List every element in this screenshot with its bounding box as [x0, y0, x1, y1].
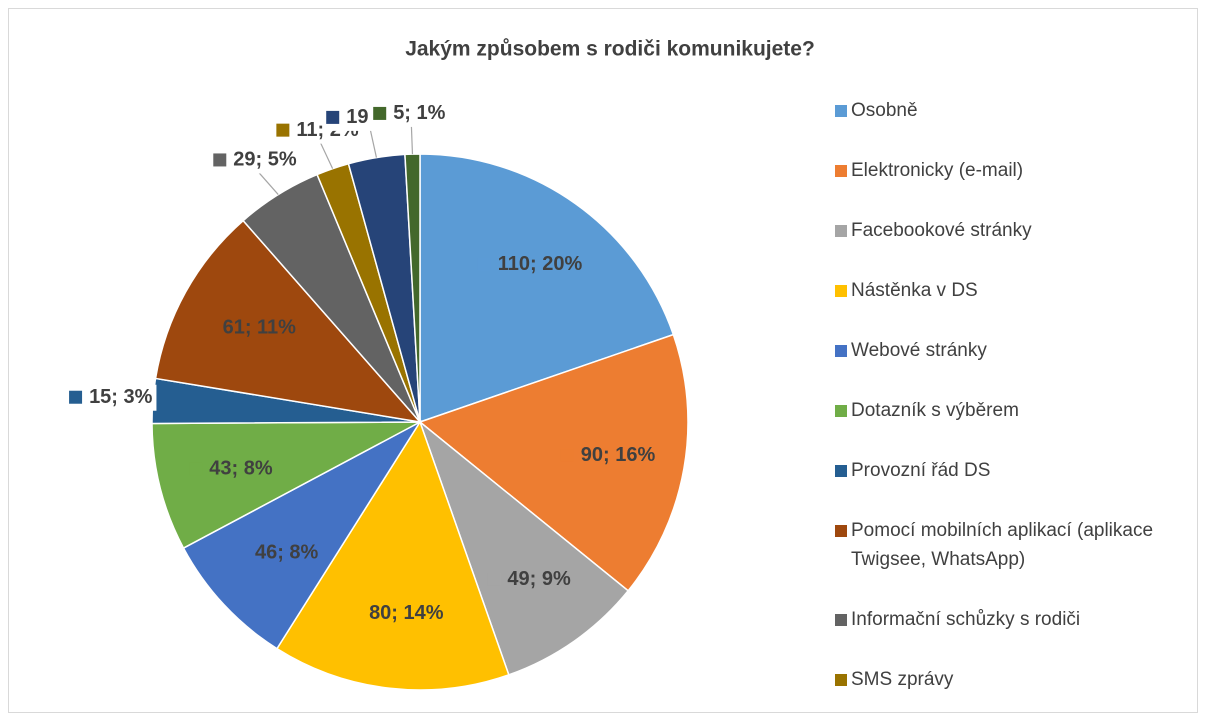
legend-label: Nástěnka v DS — [851, 280, 978, 301]
legend-swatch — [835, 345, 847, 357]
legend-swatch — [835, 465, 847, 477]
data-label: 5; 1% — [393, 102, 445, 124]
legend-label: Pomocí mobilních aplikací (aplikace Twig… — [851, 520, 1154, 570]
label-swatch — [202, 321, 216, 335]
data-label: 90; 16% — [581, 444, 656, 466]
pie-slice — [418, 333, 689, 592]
legend-label: Facebookové stránky — [851, 220, 1032, 241]
data-label: 61; 11% — [223, 317, 297, 339]
leader-line — [410, 123, 414, 155]
leader-line — [369, 127, 378, 158]
legend-swatch — [835, 405, 847, 417]
legend-label: Elektronicky (e-mail) — [851, 160, 1024, 181]
legend-item: Informační schůzky s rodiči — [835, 605, 1195, 634]
legend-swatch — [835, 225, 847, 237]
legend-item: Provozní řád DS — [835, 456, 1195, 485]
label-swatch — [69, 390, 83, 404]
leader-line — [256, 170, 279, 195]
label-swatch — [213, 153, 227, 167]
legend-swatch — [835, 674, 847, 686]
pie-slice — [419, 153, 675, 424]
label-swatch — [326, 110, 340, 124]
legend-item: SMS zprávy — [835, 665, 1195, 694]
data-label: 46; 8% — [255, 542, 319, 564]
legend-item: Dotazník s výběrem — [835, 396, 1195, 425]
label-swatch — [349, 606, 363, 620]
label-swatch — [487, 572, 501, 586]
pie-slice — [154, 219, 422, 424]
legend-label: Dotazník s výběrem — [851, 400, 1019, 421]
legend-label: Provozní řád DS — [851, 460, 991, 481]
legend-item: Elektronicky (e-mail) — [835, 156, 1195, 185]
chart-frame — [8, 8, 1198, 713]
data-label: 43; 8% — [209, 458, 273, 480]
legend-swatch — [835, 285, 847, 297]
label-swatch — [560, 448, 574, 462]
pie-slice — [418, 419, 630, 676]
pie-slice — [182, 420, 423, 650]
leader-line — [318, 140, 334, 169]
legend-item: Webové stránky — [835, 336, 1195, 365]
legend-swatch — [835, 525, 847, 537]
pie-slice — [151, 421, 421, 550]
legend-label: Osobně — [851, 100, 918, 121]
data-label: 29; 5% — [233, 149, 297, 171]
legend: Osobně Elektronicky (e-mail) Facebookové s… — [835, 96, 1195, 694]
legend-item: Nástěnka v DS — [835, 276, 1195, 305]
legend-swatch — [835, 165, 847, 177]
data-label: 110; 20% — [498, 253, 583, 275]
legend-item: Facebookové stránky — [835, 216, 1195, 245]
data-label: 49; 9% — [507, 568, 571, 590]
label-swatch — [373, 106, 387, 120]
legend-swatch — [835, 105, 847, 117]
legend-label: SMS zprávy — [851, 669, 954, 690]
data-label: 15; 3% — [89, 386, 153, 408]
legend-label: Webové stránky — [851, 340, 987, 361]
legend-swatch — [835, 614, 847, 626]
label-swatch — [234, 546, 248, 560]
chart-title: Jakým způsobem s rodiči komunikujete? — [405, 38, 815, 61]
legend-item: Pomocí mobilních aplikací (aplikace Twig… — [835, 516, 1195, 574]
pie-slice — [404, 153, 421, 423]
legend-label: Informační schůzky s rodiči — [851, 609, 1081, 630]
data-label: 80; 14% — [369, 602, 444, 624]
pie-slice — [275, 420, 510, 691]
label-swatch — [189, 462, 203, 476]
label-swatch — [477, 257, 491, 271]
legend-item: Osobně — [835, 96, 1195, 125]
label-swatch — [276, 123, 290, 137]
